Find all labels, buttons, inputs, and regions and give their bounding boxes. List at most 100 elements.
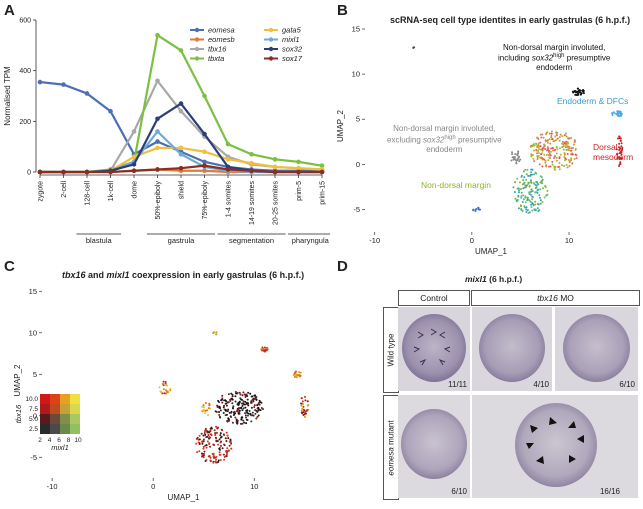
umap-point — [534, 187, 537, 190]
umap-point — [520, 195, 523, 198]
umap-point — [244, 414, 247, 417]
label-incl-gene: sox32 — [531, 53, 554, 63]
legend-swatch-dot — [194, 46, 200, 52]
umap-point — [537, 154, 540, 157]
x-tick-label: -10 — [369, 236, 380, 245]
umap-point — [221, 429, 224, 432]
umap-point — [231, 406, 234, 409]
umap-point — [513, 181, 516, 184]
series-line — [40, 78, 323, 174]
umap-point — [542, 187, 545, 190]
panel-b-title: scRNA-seq cell type identites in early g… — [390, 15, 631, 25]
umap-point — [544, 164, 547, 167]
arrowheads-filled — [526, 417, 584, 464]
umap-point — [522, 170, 525, 173]
umap-point — [229, 441, 232, 444]
umap-point — [546, 141, 549, 144]
x-tick-label: prim-15 — [320, 181, 327, 205]
umap-point — [300, 404, 303, 407]
umap-point — [201, 442, 204, 445]
data-point — [84, 91, 90, 96]
embryo — [479, 314, 545, 382]
umap-point — [205, 446, 208, 449]
label-incl-sup: high — [553, 53, 565, 59]
umap-point — [535, 149, 538, 152]
umap-point — [222, 433, 225, 436]
y-tick-label: 5 — [356, 115, 360, 124]
umap-point — [223, 455, 226, 458]
umap-point — [611, 113, 614, 116]
umap-point — [230, 392, 233, 395]
umap-point — [512, 158, 515, 161]
umap-point — [517, 156, 520, 159]
colorkey-cell — [50, 394, 60, 404]
data-point — [249, 151, 254, 157]
umap-point — [537, 142, 540, 145]
umap-point — [555, 134, 558, 137]
umap-point — [220, 399, 223, 402]
umap-point — [618, 135, 621, 138]
umap-point — [616, 157, 619, 160]
umap-point — [203, 450, 206, 453]
umap-point — [563, 134, 566, 137]
umap-point — [555, 139, 558, 142]
umap-point — [555, 159, 558, 162]
arrowheads-open — [413, 328, 451, 366]
umap-point — [227, 419, 230, 422]
data-point — [155, 78, 160, 84]
umap-point — [524, 168, 527, 171]
umap-point — [166, 391, 169, 394]
umap-point — [565, 135, 568, 138]
label-excl-gene: sox32 — [423, 135, 445, 145]
colorkey-cell — [60, 394, 70, 404]
colorkey-cell — [60, 424, 70, 434]
umap-point — [579, 93, 582, 96]
panel-a-line-chart: 0 200 400 600 Normalised TPM zygote 2-cell 128-… — [3, 18, 330, 245]
data-point — [178, 48, 184, 53]
umap-point — [248, 410, 251, 413]
umap-point — [225, 431, 228, 434]
umap-point — [228, 444, 231, 447]
data-point — [155, 139, 160, 144]
umap-point — [619, 139, 622, 142]
umap-point — [522, 198, 525, 201]
umap-point — [225, 402, 228, 405]
umap-point — [231, 421, 234, 424]
umap-point — [246, 411, 249, 414]
colorkey-y-label: tbx16 — [14, 404, 23, 423]
umap-point — [214, 432, 217, 435]
panel-b: scRNA-seq cell type identites in early g… — [335, 0, 643, 256]
umap-point — [516, 177, 519, 180]
x-axis-label: UMAP_1 — [167, 493, 200, 502]
umap-point — [233, 413, 236, 416]
umap-point — [163, 392, 166, 395]
umap-point — [165, 389, 168, 392]
data-point — [178, 108, 184, 114]
umap-point — [558, 147, 561, 150]
umap-point — [558, 168, 561, 171]
umap-point — [558, 136, 561, 139]
umap-point — [301, 403, 304, 406]
legend-label: tbxta — [208, 54, 224, 63]
data-point — [178, 101, 184, 106]
umap-point — [618, 142, 621, 145]
label-dorsal-mesoderm: Dorsal mesoderm — [593, 142, 633, 162]
data-point — [249, 160, 254, 166]
umap-point — [532, 181, 535, 184]
umap-point — [221, 394, 224, 397]
data-point — [249, 168, 254, 174]
umap-point — [472, 209, 475, 212]
umap-point — [247, 391, 250, 394]
panel-d-title-rest: (6 h.p.f.) — [486, 274, 523, 284]
umap-point — [245, 409, 248, 412]
umap-point — [161, 392, 164, 395]
umap-point — [566, 166, 569, 169]
umap-point — [529, 200, 532, 203]
data-point — [155, 167, 160, 172]
data-point — [202, 159, 207, 165]
umap-point — [549, 165, 552, 168]
data-point — [296, 165, 301, 171]
col-header-mo-gene: tbx16 — [537, 293, 558, 303]
umap-point — [536, 202, 539, 205]
umap-point — [212, 331, 215, 334]
